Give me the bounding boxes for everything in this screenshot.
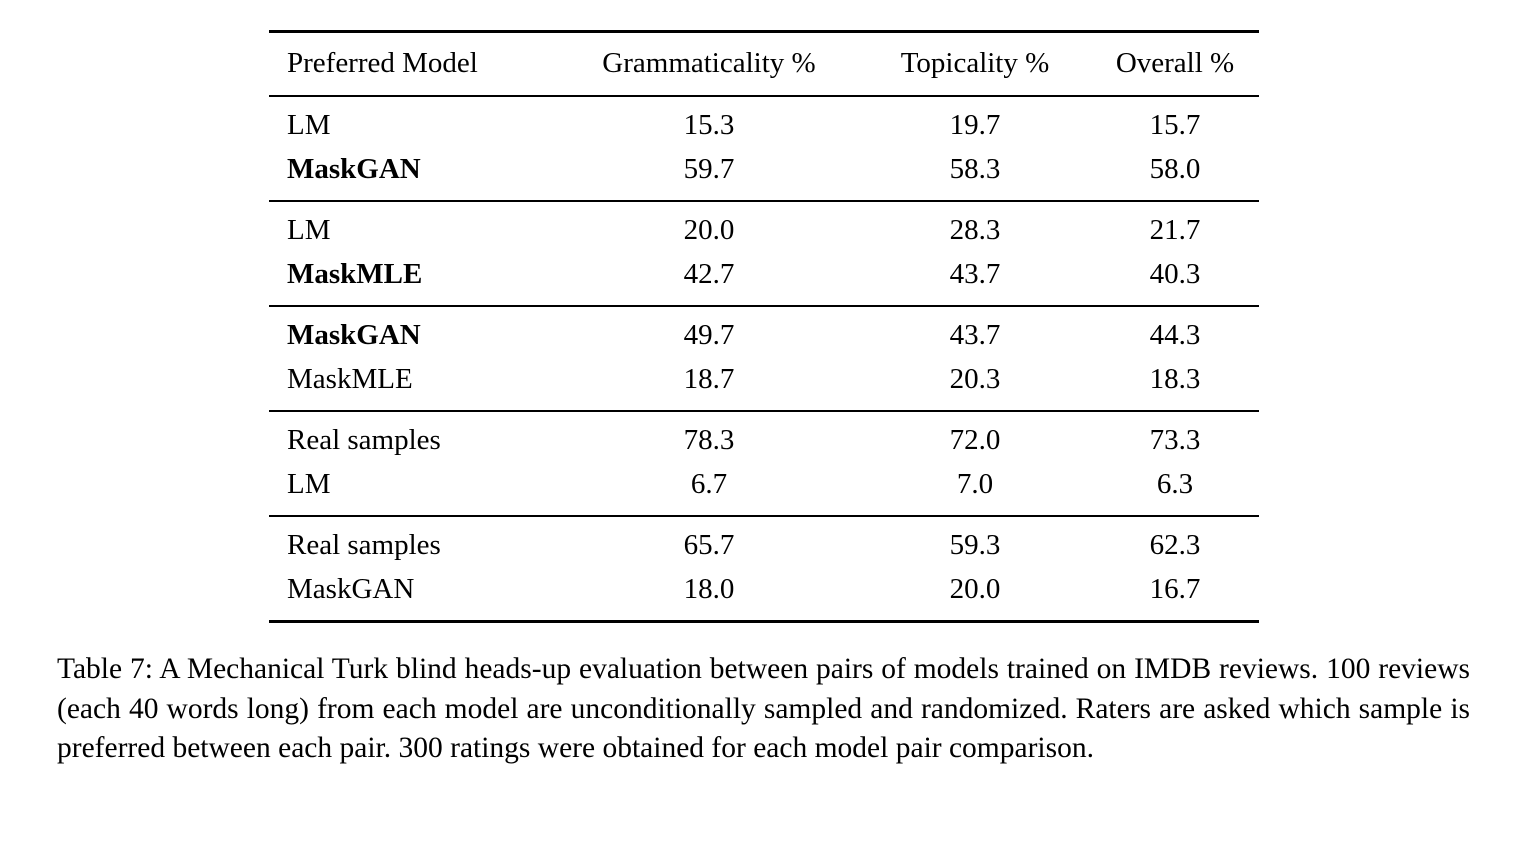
- model-name-cell: MaskMLE: [287, 363, 413, 395]
- model-pair-group: LM 15.3 19.7 15.7 MaskGAN 59.7 58.3 58.0: [269, 96, 1259, 201]
- results-table: Preferred Model Grammaticality % Topicalit…: [269, 30, 1259, 623]
- model-name-cell: Real samples: [287, 529, 441, 561]
- value-cell: 18.3: [1149, 363, 1201, 395]
- value-cell: 59.7: [683, 153, 735, 185]
- value-cell: 78.3: [683, 424, 735, 456]
- value-cell: 15.3: [683, 109, 735, 141]
- value-cell: 20.0: [683, 214, 735, 246]
- value-cell: 42.7: [683, 258, 735, 290]
- table-row: MaskMLE 42.7 43.7 40.3: [269, 253, 1259, 306]
- table-header-row: Preferred Model Grammaticality % Topicalit…: [269, 32, 1259, 96]
- value-cell: 6.7: [690, 468, 728, 500]
- table-row: LM 20.0 28.3 21.7: [269, 201, 1259, 253]
- column-header: Overall %: [1115, 47, 1235, 79]
- model-name-cell: MaskMLE: [287, 258, 423, 290]
- table-row: MaskGAN 49.7 43.7 44.3: [269, 306, 1259, 358]
- model-name-cell: LM: [287, 109, 331, 141]
- value-cell: 20.0: [949, 573, 1001, 605]
- table-row: Real samples 65.7 59.3 62.3: [269, 516, 1259, 568]
- value-cell: 15.7: [1149, 109, 1201, 141]
- model-pair-group: LM 20.0 28.3 21.7 MaskMLE 42.7 43.7 40.3: [269, 201, 1259, 306]
- model-name-cell: MaskGAN: [287, 319, 421, 351]
- value-cell: 20.3: [949, 363, 1001, 395]
- model-name-cell: MaskGAN: [287, 573, 415, 605]
- paper-page: Preferred Model Grammaticality % Topicalit…: [57, 30, 1470, 764]
- table-row: MaskGAN 18.0 20.0 16.7: [269, 568, 1259, 622]
- value-cell: 6.3: [1156, 468, 1194, 500]
- value-cell: 16.7: [1149, 573, 1201, 605]
- value-cell: 65.7: [683, 529, 735, 561]
- value-cell: 7.0: [956, 468, 994, 500]
- value-cell: 40.3: [1149, 258, 1201, 290]
- table-row: LM 15.3 19.7 15.7: [269, 96, 1259, 148]
- value-cell: 59.3: [949, 529, 1001, 561]
- table-row: MaskGAN 59.7 58.3 58.0: [269, 148, 1259, 201]
- column-header: Preferred Model: [287, 47, 478, 79]
- value-cell: 73.3: [1149, 424, 1201, 456]
- value-cell: 58.0: [1149, 153, 1201, 185]
- model-pair-group: Real samples 78.3 72.0 73.3 LM 6.7 7.0 6.3: [269, 411, 1259, 516]
- value-cell: 62.3: [1149, 529, 1201, 561]
- value-cell: 43.7: [949, 319, 1001, 351]
- table-row: LM 6.7 7.0 6.3: [269, 463, 1259, 516]
- value-cell: 21.7: [1149, 214, 1201, 246]
- model-name-cell: LM: [287, 468, 331, 500]
- model-name-cell: MaskGAN: [287, 153, 421, 185]
- value-cell: 18.0: [683, 573, 735, 605]
- column-header: Grammaticality %: [602, 47, 816, 79]
- value-cell: 19.7: [949, 109, 1001, 141]
- value-cell: 28.3: [949, 214, 1001, 246]
- table-row: Real samples 78.3 72.0 73.3: [269, 411, 1259, 463]
- value-cell: 18.7: [683, 363, 735, 395]
- model-name-cell: Real samples: [287, 424, 441, 456]
- table-row: MaskMLE 18.7 20.3 18.3: [269, 358, 1259, 411]
- model-name-cell: LM: [287, 214, 331, 246]
- model-pair-group: Real samples 65.7 59.3 62.3 MaskGAN 18.0 20.0 1…: [269, 516, 1259, 622]
- value-cell: 43.7: [949, 258, 1001, 290]
- column-header: Topicality %: [900, 47, 1050, 79]
- model-pair-group: MaskGAN 49.7 43.7 44.3 MaskMLE 18.7 20.3 18.3: [269, 306, 1259, 411]
- value-cell: 58.3: [949, 153, 1001, 185]
- table-caption: Table 7: A Mechanical Turk blind heads-u…: [57, 653, 1470, 764]
- value-cell: 72.0: [949, 424, 1001, 456]
- value-cell: 49.7: [683, 319, 735, 351]
- value-cell: 44.3: [1149, 319, 1201, 351]
